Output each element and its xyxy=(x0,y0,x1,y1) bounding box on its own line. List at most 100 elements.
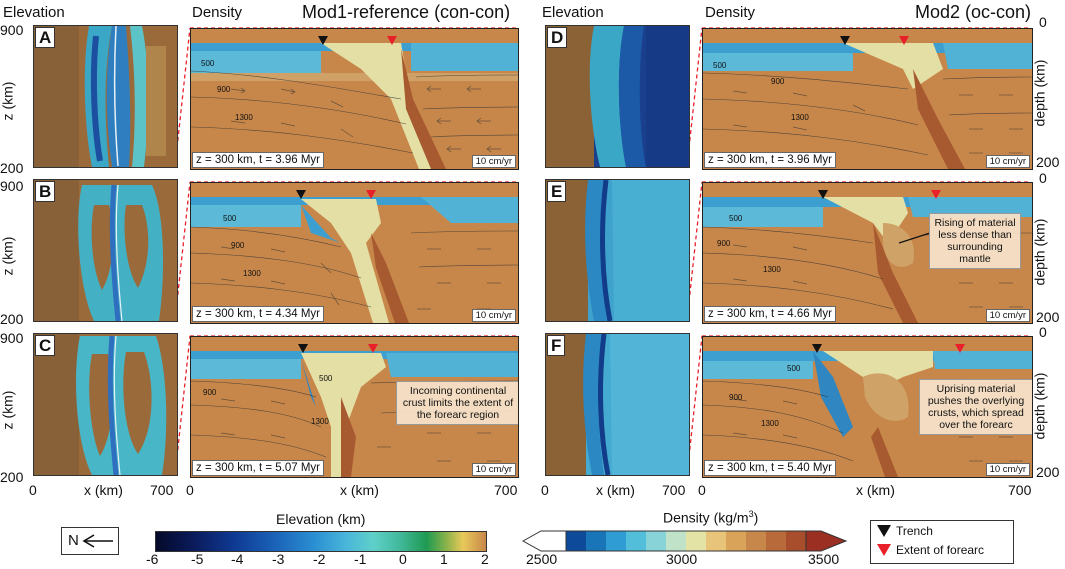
velocity-scale-E: 10 cm/yr xyxy=(985,309,1030,322)
north-label: N xyxy=(68,532,79,549)
elevation-map-D: D xyxy=(545,25,690,168)
contour-label-500-E: 500 xyxy=(729,214,743,223)
x-axis-label-elev-right: x (km) xyxy=(596,482,635,498)
elevation-tick-5: -1 xyxy=(354,551,367,567)
contour-label-1300-C: 1300 xyxy=(311,417,329,426)
depth-tick-top-D: 0 xyxy=(1039,14,1047,30)
model-title-right: Mod2 (oc-con) xyxy=(915,2,1032,22)
symbol-legend: Trench Extent of forearc xyxy=(870,520,1014,564)
elevation-tick-6: 0 xyxy=(399,551,407,567)
elevation-map-E: E xyxy=(545,179,690,322)
legend-trench: Trench xyxy=(877,524,933,538)
north-arrow: N xyxy=(61,527,119,555)
contour-label-900-A: 900 xyxy=(217,85,231,94)
density-header-left: Density xyxy=(192,4,243,21)
contour-label-1300-D: 1300 xyxy=(791,113,809,122)
trench-triangle-icon xyxy=(877,525,891,537)
density-section-F: 500 900 1300 Uprising material pushes th… xyxy=(702,336,1033,478)
contour-label-500-F: 500 xyxy=(787,364,801,373)
density-title-text: Density (kg/m xyxy=(663,509,749,526)
contour-label-500-B: 500 xyxy=(223,214,237,223)
elevation-tick-2: -4 xyxy=(231,551,244,567)
contour-label-900-F: 900 xyxy=(729,393,743,402)
contour-label-500-D: 500 xyxy=(713,61,727,70)
x-tick-min-dens-left: 0 xyxy=(186,482,194,498)
panel-label-F: F xyxy=(547,335,566,356)
annotation-C: Incoming continental crust limits the ex… xyxy=(396,381,518,425)
density-title-end: ) xyxy=(753,509,759,526)
elevation-tick-8: 2 xyxy=(481,551,489,567)
z-tick-top-A: 900 xyxy=(0,22,24,38)
panel-info-F: z = 300 km, t = 5.40 Myr xyxy=(704,460,836,476)
panel-label-E: E xyxy=(547,181,567,202)
x-tick-max-dens-right: 700 xyxy=(1008,482,1032,498)
contour-label-900-D: 900 xyxy=(771,77,785,86)
legend-trench-label: Trench xyxy=(896,524,933,538)
elevation-map-F: F xyxy=(545,333,690,476)
model-title-left: Mod1-reference (con-con) xyxy=(302,2,511,22)
density-section-B: 500 900 1300 z = 300 km, t = 4.34 Myr 10… xyxy=(190,182,519,324)
contour-label-1300-B: 1300 xyxy=(243,269,261,278)
elevation-map-A: A xyxy=(33,25,178,168)
elevation-header-right: Elevation xyxy=(542,4,604,21)
velocity-scale-A: 10 cm/yr xyxy=(471,155,516,168)
elevation-tick-1: -5 xyxy=(191,551,204,567)
depth-tick-top-F: 0 xyxy=(1039,324,1047,340)
legend-forearc: Extent of forearc xyxy=(877,543,984,557)
panel-label-B: B xyxy=(35,181,56,202)
velocity-scale-C: 10 cm/yr xyxy=(471,463,516,476)
contour-label-500-A: 500 xyxy=(201,59,215,68)
x-tick-max-elev-left: 700 xyxy=(150,482,174,498)
z-tick-bottom-B: 200 xyxy=(0,311,24,327)
elevation-tick-4: -2 xyxy=(313,551,326,567)
density-section-A: 500 900 1300 z = 300 km, t = 3.96 Myr 10… xyxy=(190,28,519,170)
panel-info-B: z = 300 km, t = 4.34 Myr xyxy=(192,306,324,322)
north-arrow-icon xyxy=(82,534,113,548)
velocity-scale-D: 10 cm/yr xyxy=(985,155,1030,168)
contour-label-1300-F: 1300 xyxy=(761,419,779,428)
contour-label-1300-A: 1300 xyxy=(235,113,253,122)
elevation-tick-7: 1 xyxy=(440,551,448,567)
density-colorbar xyxy=(521,530,848,552)
panel-label-C: C xyxy=(35,335,56,356)
density-section-D: 500 900 1300 z = 300 km, t = 3.96 Myr 10… xyxy=(702,28,1033,170)
depth-tick-bottom-E: 200 xyxy=(1036,309,1060,325)
elevation-tick-3: -3 xyxy=(272,551,285,567)
density-header-right: Density xyxy=(705,4,756,21)
density-tick-0: 2500 xyxy=(526,551,558,567)
x-tick-max-elev-right: 700 xyxy=(662,482,686,498)
contour-label-900-B: 900 xyxy=(231,241,245,250)
x-tick-max-dens-left: 700 xyxy=(494,482,518,498)
elevation-map-B: B xyxy=(33,179,178,322)
density-tick-2: 3500 xyxy=(808,551,840,567)
elevation-colorbar xyxy=(155,531,487,552)
density-colorbar-title: Density (kg/m3) xyxy=(663,509,758,526)
elevation-map-C: C xyxy=(33,333,178,476)
depth-tick-bottom-F: 200 xyxy=(1036,464,1060,480)
z-tick-bottom-C: 200 xyxy=(0,469,24,485)
depth-tick-bottom-D: 200 xyxy=(1036,154,1060,170)
z-tick-bottom-A: 200 xyxy=(0,160,24,176)
x-axis-label-dens-left: x (km) xyxy=(340,482,379,498)
contour-label-1300-E: 1300 xyxy=(763,265,781,274)
contour-label-900-E: 900 xyxy=(717,239,731,248)
panel-info-E: z = 300 km, t = 4.66 Myr xyxy=(704,306,836,322)
density-tick-1: 3000 xyxy=(666,551,698,567)
x-axis-label-elev-left: x (km) xyxy=(84,482,123,498)
density-section-E: 500 900 1300 Rising of material less den… xyxy=(702,182,1033,324)
panel-info-A: z = 300 km, t = 3.96 Myr xyxy=(192,152,324,168)
velocity-scale-F: 10 cm/yr xyxy=(985,463,1030,476)
panel-info-C: z = 300 km, t = 5.07 Myr xyxy=(192,460,324,476)
z-tick-top-B: 900 xyxy=(0,178,24,194)
panel-label-A: A xyxy=(35,27,56,48)
x-tick-min-elev-right: 0 xyxy=(541,482,549,498)
x-tick-min-dens-right: 0 xyxy=(698,482,706,498)
annotation-E: Rising of material less dense than surro… xyxy=(929,213,1021,269)
contour-label-900-C: 900 xyxy=(203,388,217,397)
x-tick-min-elev-left: 0 xyxy=(29,482,37,498)
velocity-scale-B: 10 cm/yr xyxy=(471,309,516,322)
density-title-sup: 3 xyxy=(748,509,754,519)
elevation-header-left: Elevation xyxy=(3,4,65,21)
panel-label-D: D xyxy=(547,27,568,48)
elevation-colorbar-title: Elevation (km) xyxy=(276,511,366,527)
